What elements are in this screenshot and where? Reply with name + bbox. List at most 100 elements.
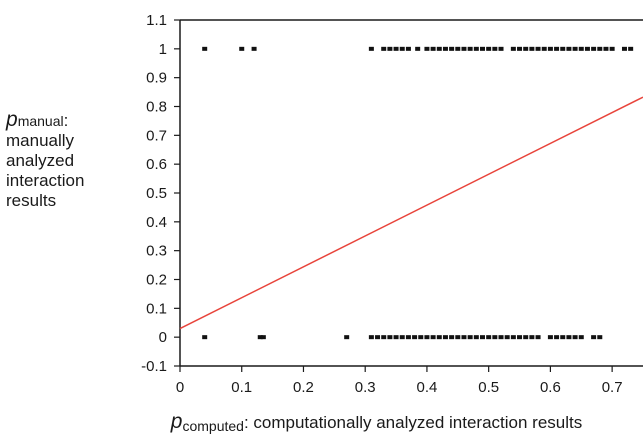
data-point-y0 — [591, 335, 597, 340]
data-point-y1 — [498, 46, 504, 51]
x-tick-label: 0.5 — [478, 379, 499, 396]
data-point-y1 — [566, 46, 572, 51]
data-point-y0 — [455, 335, 461, 340]
data-point-y1 — [529, 46, 535, 51]
data-point-y0 — [498, 335, 504, 340]
data-point-y0 — [344, 335, 350, 340]
data-point-y0 — [442, 335, 448, 340]
x-axis-label: pcomputed: computationally analyzed inte… — [170, 410, 583, 434]
data-point-y1 — [572, 46, 578, 51]
data-point-y1 — [387, 46, 393, 51]
data-point-y1 — [381, 46, 387, 51]
data-point-y0 — [368, 335, 374, 340]
y-tick-label: 1 — [159, 41, 167, 58]
data-point-y0 — [566, 335, 572, 340]
data-point-y1 — [455, 46, 461, 51]
data-point-y0 — [202, 335, 208, 340]
data-point-y1 — [424, 46, 430, 51]
data-point-y1 — [554, 46, 560, 51]
data-point-y1 — [609, 46, 615, 51]
data-point-y0 — [412, 335, 418, 340]
data-point-y1 — [202, 46, 208, 51]
data-point-y0 — [523, 335, 529, 340]
data-point-y0 — [387, 335, 393, 340]
y-tick-label: 0.3 — [146, 243, 167, 260]
y-tick-label: 0 — [159, 329, 167, 346]
data-point-y0 — [479, 335, 485, 340]
data-point-y1 — [399, 46, 405, 51]
data-point-y1 — [584, 46, 590, 51]
data-point-y1 — [430, 46, 436, 51]
data-point-y1 — [239, 46, 245, 51]
data-point-y1 — [535, 46, 541, 51]
data-point-y0 — [547, 335, 553, 340]
data-point-y0 — [597, 335, 603, 340]
y-tick-label: 0.4 — [146, 214, 167, 231]
data-point-y0 — [473, 335, 479, 340]
x-tick-label: 0.2 — [293, 379, 314, 396]
data-point-y1 — [436, 46, 442, 51]
data-point-y1 — [603, 46, 609, 51]
data-point-y0 — [492, 335, 498, 340]
data-point-y1 — [523, 46, 529, 51]
data-point-y1 — [591, 46, 597, 51]
data-point-y1 — [597, 46, 603, 51]
regression-line — [179, 96, 643, 330]
y-tick-label: 0.8 — [146, 99, 167, 116]
y-tick-label: 0.1 — [146, 300, 167, 317]
data-point-y0 — [517, 335, 523, 340]
data-point-y1 — [415, 46, 421, 51]
data-point-y0 — [510, 335, 516, 340]
x-tick-label: 0 — [176, 379, 184, 396]
data-point-y1 — [251, 46, 257, 51]
data-point-y0 — [405, 335, 411, 340]
y-axis-label: pmanual: manually analyzed interaction r… — [6, 108, 85, 210]
data-point-y0 — [436, 335, 442, 340]
data-point-y1 — [368, 46, 374, 51]
y-tick-label: 1.1 — [146, 12, 167, 29]
data-point-y1 — [510, 46, 516, 51]
data-point-y1 — [541, 46, 547, 51]
data-point-y0 — [430, 335, 436, 340]
data-point-y1 — [628, 46, 634, 51]
y-tick-label: 0.9 — [146, 70, 167, 87]
data-point-y0 — [418, 335, 424, 340]
data-point-y0 — [578, 335, 584, 340]
y-tick-label: 0.7 — [146, 127, 167, 144]
data-point-y0 — [424, 335, 430, 340]
data-point-y0 — [257, 335, 263, 340]
data-point-y1 — [467, 46, 473, 51]
data-point-y1 — [621, 46, 627, 51]
data-point-y1 — [442, 46, 448, 51]
x-tick-label: 0.4 — [417, 379, 438, 396]
data-point-y1 — [461, 46, 467, 51]
data-point-y0 — [375, 335, 381, 340]
data-point-y0 — [449, 335, 455, 340]
data-point-y1 — [449, 46, 455, 51]
x-tick-label: 0.6 — [540, 379, 561, 396]
data-point-y1 — [473, 46, 479, 51]
data-point-y0 — [572, 335, 578, 340]
x-tick-label: 0.1 — [231, 379, 252, 396]
y-tick-label: 0.5 — [146, 185, 167, 202]
data-point-y0 — [381, 335, 387, 340]
x-tick-label: 0.7 — [602, 379, 623, 396]
data-point-y1 — [578, 46, 584, 51]
data-point-y0 — [399, 335, 405, 340]
x-tick-label: 0.3 — [355, 379, 376, 396]
data-point-y1 — [560, 46, 566, 51]
data-point-y1 — [479, 46, 485, 51]
data-point-y1 — [492, 46, 498, 51]
data-point-y0 — [504, 335, 510, 340]
data-point-y0 — [461, 335, 467, 340]
data-point-y1 — [393, 46, 399, 51]
data-point-y0 — [535, 335, 541, 340]
y-tick-label: 0.6 — [146, 156, 167, 173]
y-tick-label: 0.2 — [146, 272, 167, 289]
data-point-y1 — [517, 46, 523, 51]
data-point-y0 — [486, 335, 492, 340]
data-point-y0 — [554, 335, 560, 340]
y-tick-label: -0.1 — [141, 358, 167, 375]
data-point-y1 — [547, 46, 553, 51]
